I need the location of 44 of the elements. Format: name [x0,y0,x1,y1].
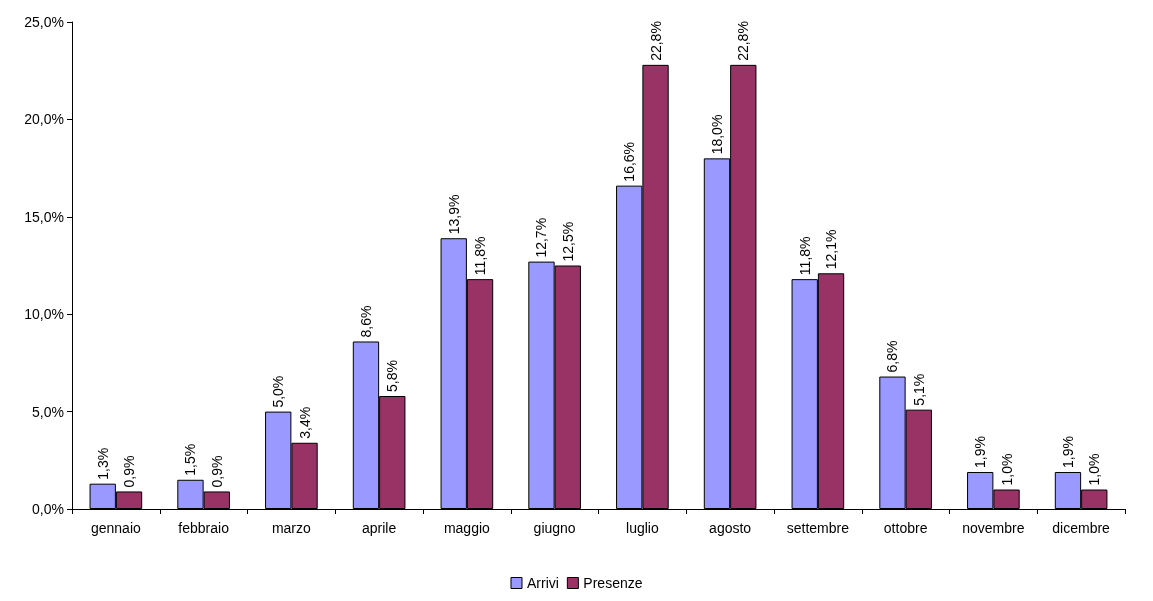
x-tick-label: marzo [271,520,312,536]
data-label: 5,0% [270,375,287,408]
x-tick-label: gennaio [90,520,141,536]
data-label: 12,5% [559,221,576,262]
x-tick-label: ottobre [883,520,928,536]
data-label: 12,7% [533,217,550,258]
y-tick-label: 10,0% [24,306,64,323]
legend-label: Presenze [583,575,643,591]
data-label: 5,1% [910,373,927,406]
data-label: 1,0% [998,453,1015,486]
data-label: 22,8% [735,21,752,61]
y-tick-label: 0,0% [32,501,64,517]
data-label: 22,8% [647,21,664,61]
x-tick-label: luglio [626,520,659,536]
y-tick-label: 5,0% [32,403,64,420]
data-label: 5,8% [384,360,401,393]
data-label: 18,0% [708,114,725,155]
data-label: 1,0% [1086,453,1103,486]
x-tick-label: aprile [362,520,397,536]
data-label: 1,3% [94,447,111,480]
data-label: 1,9% [972,436,989,468]
y-tick-label: 20,0% [24,111,64,128]
data-label: 3,4% [296,406,313,439]
x-tick-label: maggio [443,520,491,536]
data-label: 16,6% [621,141,638,182]
x-tick-label: settembre [786,520,850,536]
data-label: 11,8% [796,236,813,276]
x-tick-label: febbraio [178,520,230,536]
x-tick-label: novembre [962,520,1025,536]
y-tick-label: 25,0% [24,14,64,30]
x-tick-label: agosto [709,520,752,536]
data-label: 13,9% [445,194,462,235]
data-label: 1,5% [182,443,199,476]
data-label: 8,6% [357,305,374,338]
data-label: 6,8% [884,340,901,373]
legend-label: Arrivi [526,575,559,591]
data-label: 0,9% [208,455,225,488]
x-tick-label: giugno [533,520,576,536]
data-label: 11,8% [472,236,489,276]
x-tick-label: dicembre [1052,520,1111,536]
data-label: 0,9% [121,455,138,488]
data-label: 12,1% [823,229,840,270]
data-label: 1,9% [1059,436,1076,468]
y-tick-label: 15,0% [24,208,64,225]
